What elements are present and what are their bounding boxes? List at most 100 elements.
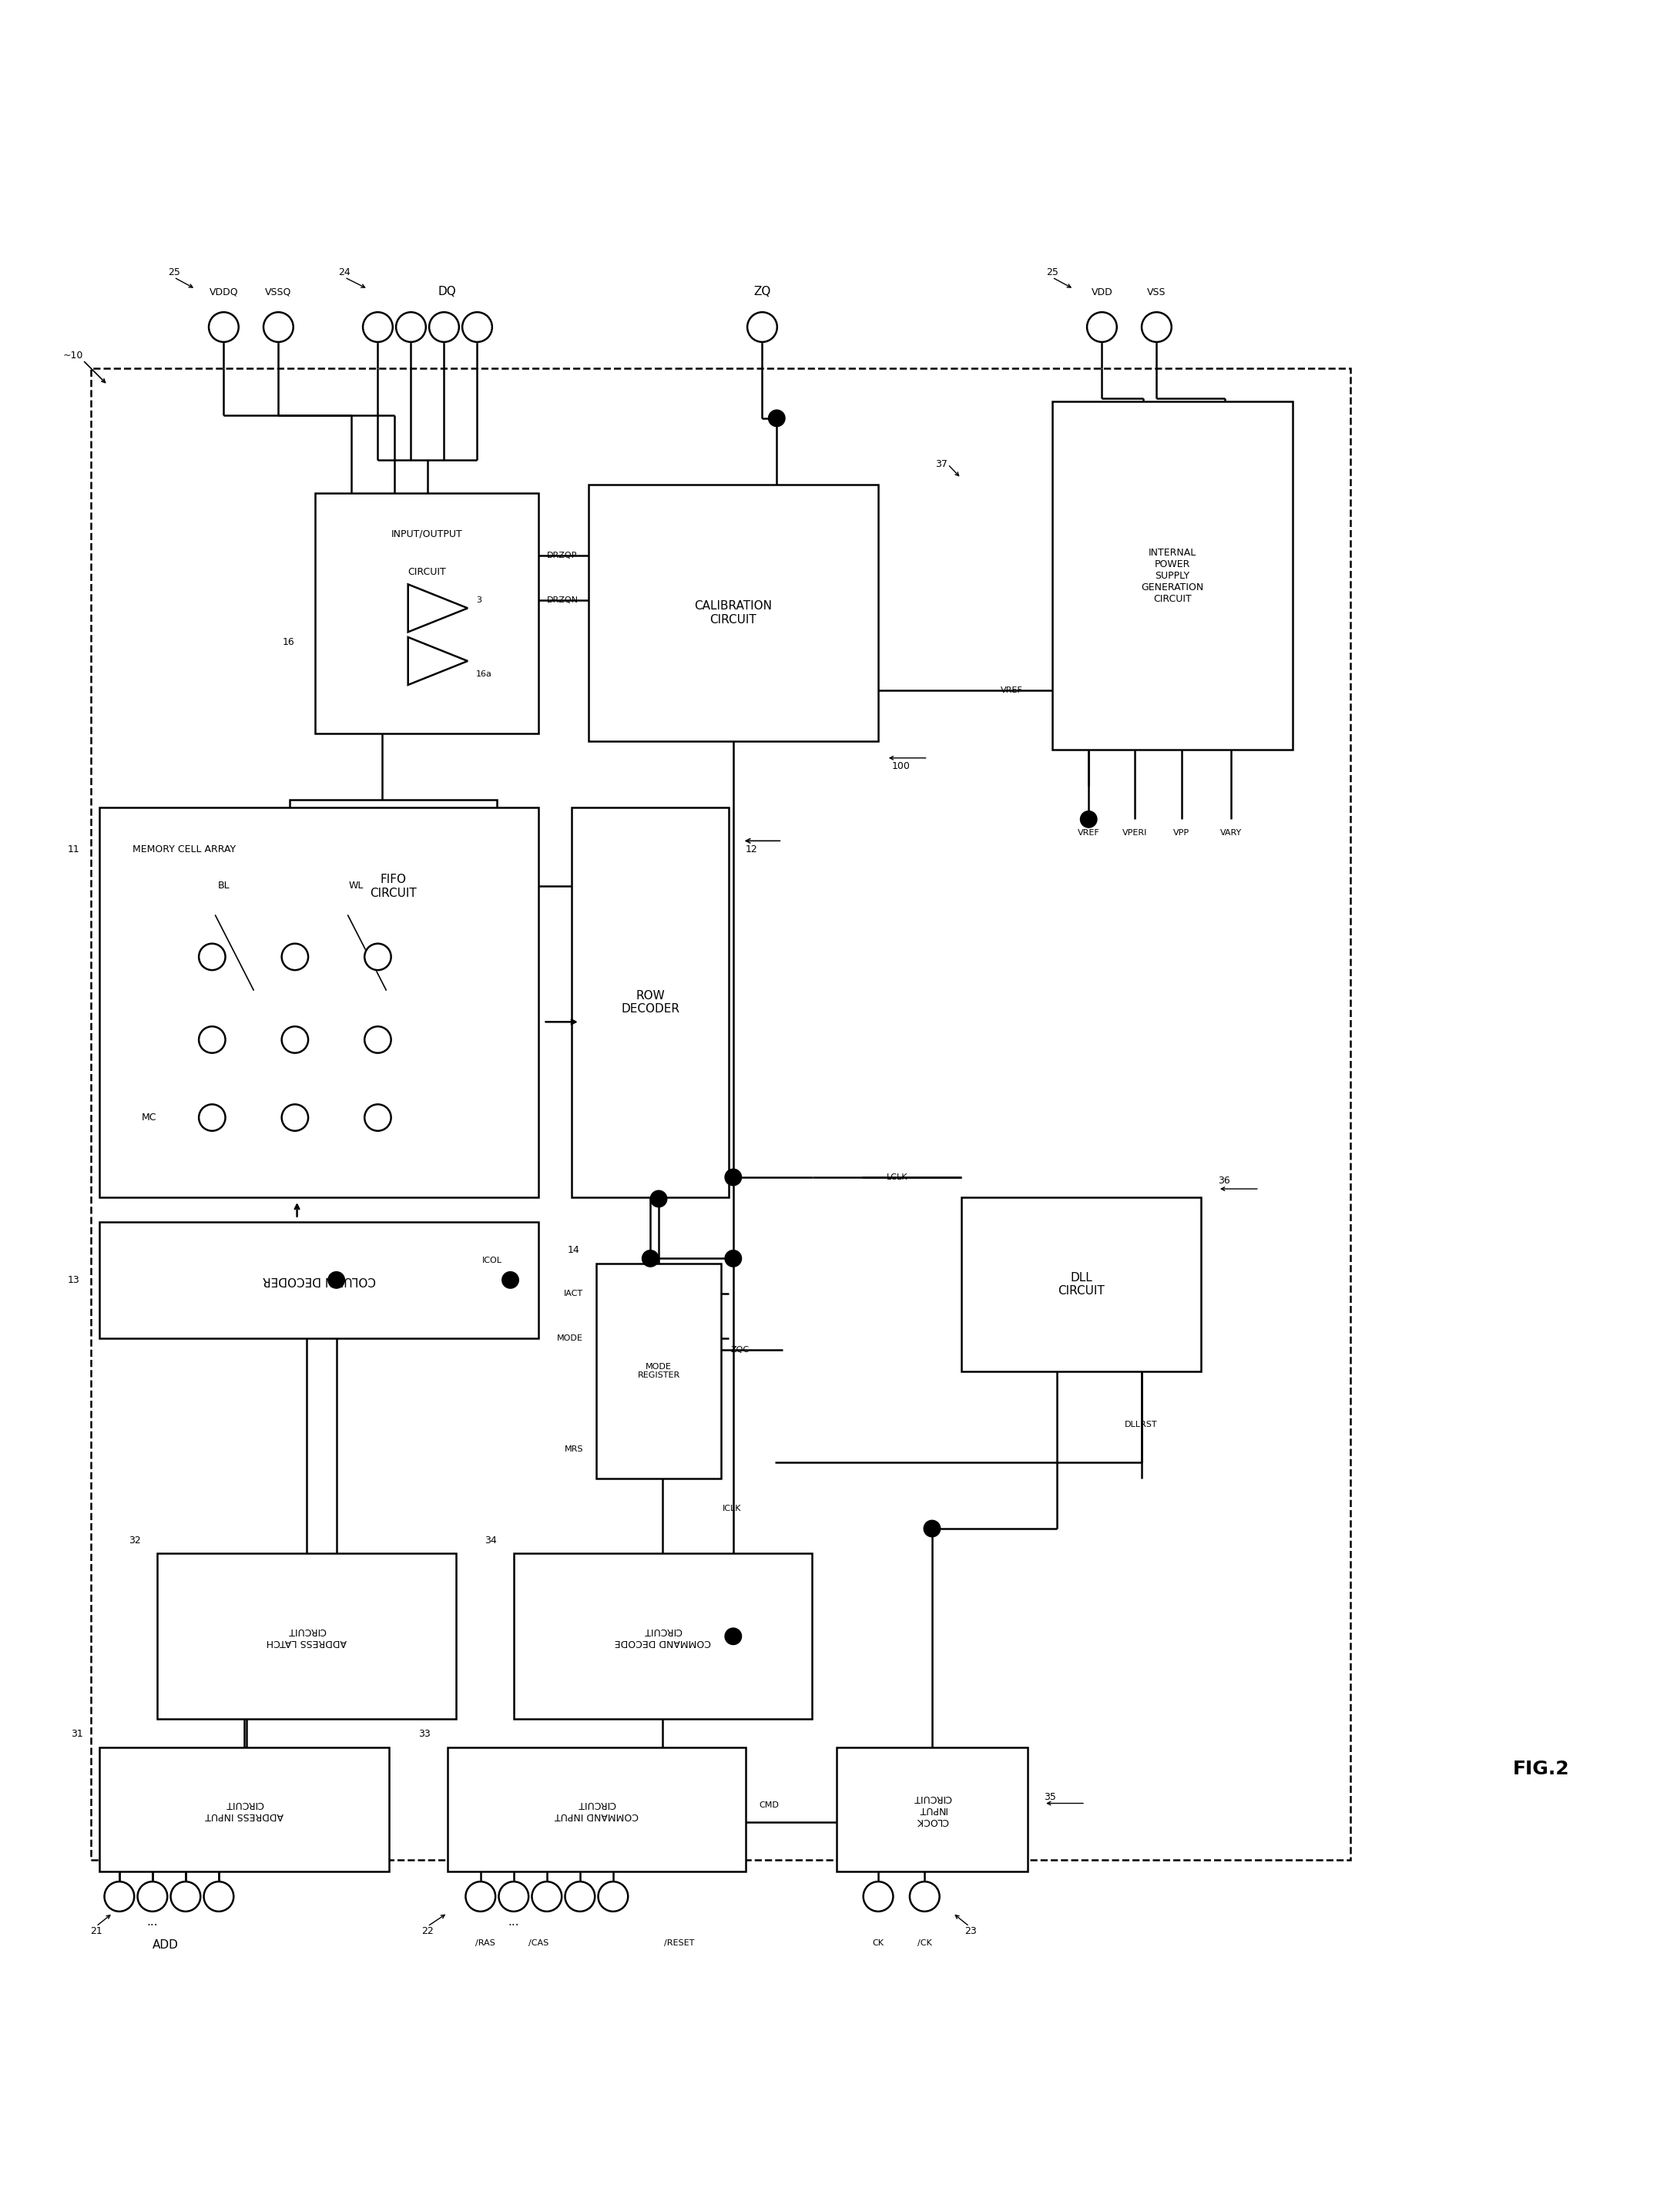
- Text: 3: 3: [476, 595, 482, 604]
- Bar: [1052, 403, 1292, 750]
- Circle shape: [598, 1882, 628, 1911]
- Text: 12: 12: [746, 845, 757, 854]
- Text: CK: CK: [873, 1940, 883, 1947]
- Text: DRZQN: DRZQN: [547, 597, 578, 604]
- Text: 11: 11: [68, 845, 80, 854]
- Circle shape: [429, 312, 459, 343]
- Text: DQ: DQ: [437, 285, 457, 296]
- Text: /CK: /CK: [918, 1940, 931, 1947]
- Text: CLOCK
INPUT
CIRCUIT: CLOCK INPUT CIRCUIT: [913, 1794, 951, 1827]
- Bar: [597, 1263, 721, 1480]
- Circle shape: [863, 1882, 893, 1911]
- Text: VDD: VDD: [1092, 288, 1112, 296]
- Circle shape: [365, 1104, 391, 1130]
- Text: /RESET: /RESET: [664, 1940, 694, 1947]
- Text: VDDQ: VDDQ: [209, 288, 239, 296]
- Circle shape: [199, 945, 225, 971]
- Bar: [91, 369, 1350, 1860]
- Circle shape: [1080, 812, 1097, 827]
- Bar: [290, 799, 497, 973]
- Text: DRZQP: DRZQP: [547, 553, 577, 560]
- Circle shape: [466, 1882, 495, 1911]
- Text: 22: 22: [421, 1927, 434, 1936]
- Circle shape: [462, 312, 492, 343]
- Text: ...: ...: [147, 1916, 157, 1929]
- Text: 33: 33: [419, 1730, 431, 1739]
- Text: ADDRESS INPUT
CIRCUIT: ADDRESS INPUT CIRCUIT: [205, 1798, 283, 1820]
- Text: /CAS: /CAS: [529, 1940, 548, 1947]
- Bar: [99, 1747, 389, 1871]
- Text: IACT: IACT: [563, 1290, 583, 1296]
- Circle shape: [1142, 312, 1171, 343]
- Text: 36: 36: [1218, 1175, 1229, 1186]
- Circle shape: [328, 1272, 345, 1287]
- Bar: [837, 1747, 1027, 1871]
- Text: WL: WL: [348, 880, 365, 891]
- Text: ...: ...: [509, 1916, 519, 1929]
- Text: 35: 35: [1044, 1792, 1056, 1803]
- Text: 24: 24: [338, 268, 351, 276]
- Text: FIG.2: FIG.2: [1513, 1761, 1569, 1778]
- Text: INTERNAL
POWER
SUPPLY
GENERATION
CIRCUIT: INTERNAL POWER SUPPLY GENERATION CIRCUIT: [1142, 549, 1203, 604]
- Bar: [315, 493, 539, 732]
- Text: 32: 32: [129, 1535, 141, 1546]
- Text: VREF: VREF: [1001, 686, 1022, 695]
- Text: 15: 15: [258, 847, 270, 856]
- Text: ~10: ~10: [63, 349, 83, 361]
- Text: FIFO
CIRCUIT: FIFO CIRCUIT: [370, 874, 418, 898]
- Text: MODE: MODE: [557, 1334, 583, 1343]
- Circle shape: [641, 1250, 658, 1267]
- Circle shape: [396, 312, 426, 343]
- Text: 37: 37: [936, 460, 948, 469]
- Text: VSSQ: VSSQ: [265, 288, 292, 296]
- Text: ICOL: ICOL: [482, 1256, 502, 1263]
- Bar: [99, 807, 539, 1197]
- Circle shape: [650, 1190, 666, 1208]
- Circle shape: [1087, 312, 1117, 343]
- Circle shape: [726, 1628, 741, 1644]
- Text: COMMAND DECODE
CIRCUIT: COMMAND DECODE CIRCUIT: [615, 1626, 711, 1648]
- Text: /RAS: /RAS: [476, 1940, 495, 1947]
- Circle shape: [532, 1882, 562, 1911]
- Circle shape: [923, 1520, 941, 1537]
- Text: CMD: CMD: [759, 1801, 779, 1809]
- Text: ...: ...: [406, 316, 416, 327]
- Circle shape: [726, 1168, 741, 1186]
- Text: VSS: VSS: [1147, 288, 1167, 296]
- Text: CIRCUIT: CIRCUIT: [408, 566, 446, 577]
- Circle shape: [104, 1882, 134, 1911]
- Text: ADD: ADD: [152, 1940, 179, 1951]
- Text: ZQ: ZQ: [754, 285, 771, 296]
- Text: MRS: MRS: [565, 1444, 583, 1453]
- Bar: [447, 1747, 746, 1871]
- Circle shape: [138, 1882, 167, 1911]
- Text: ROW
DECODER: ROW DECODER: [621, 991, 679, 1015]
- Text: BL: BL: [217, 880, 230, 891]
- Circle shape: [726, 1250, 741, 1267]
- Bar: [572, 807, 729, 1197]
- Circle shape: [363, 312, 393, 343]
- Text: MEMORY CELL ARRAY: MEMORY CELL ARRAY: [133, 845, 235, 854]
- Circle shape: [499, 1882, 529, 1911]
- Text: 25: 25: [1046, 268, 1059, 276]
- Text: CALIBRATION
CIRCUIT: CALIBRATION CIRCUIT: [694, 599, 772, 626]
- Text: VPERI: VPERI: [1122, 830, 1148, 836]
- Text: ZQC: ZQC: [731, 1345, 749, 1354]
- Text: LCLK: LCLK: [886, 1172, 908, 1181]
- Circle shape: [199, 1026, 225, 1053]
- Text: 25: 25: [167, 268, 181, 276]
- Text: 13: 13: [68, 1274, 80, 1285]
- Text: 100: 100: [891, 761, 910, 772]
- Circle shape: [282, 1104, 308, 1130]
- Circle shape: [747, 312, 777, 343]
- Text: DLLRST: DLLRST: [1125, 1420, 1158, 1429]
- Text: COLUMN DECODER: COLUMN DECODER: [262, 1274, 376, 1285]
- Text: 16a: 16a: [476, 670, 492, 679]
- Text: VPP: VPP: [1173, 830, 1190, 836]
- Text: 14: 14: [568, 1245, 580, 1254]
- Circle shape: [365, 945, 391, 971]
- Text: INPUT/OUTPUT: INPUT/OUTPUT: [391, 529, 462, 540]
- Text: ADDRESS LATCH
CIRCUIT: ADDRESS LATCH CIRCUIT: [267, 1626, 346, 1648]
- Text: MC: MC: [141, 1113, 157, 1124]
- Circle shape: [209, 312, 239, 343]
